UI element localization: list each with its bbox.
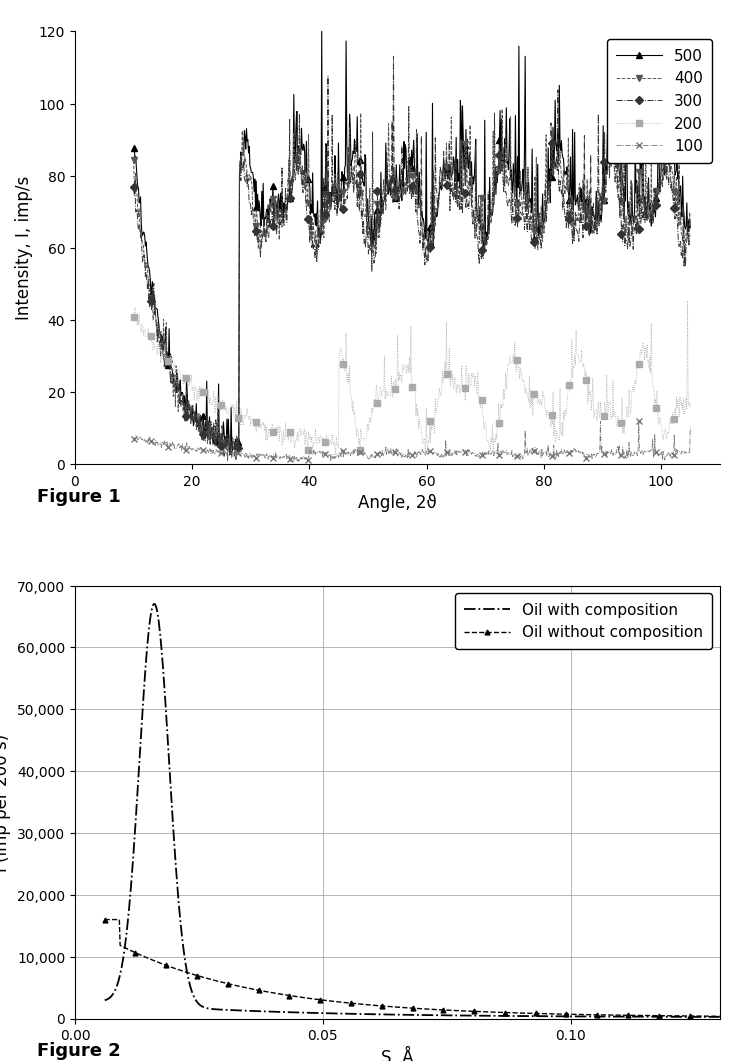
500	[552, 139, 561, 152]
500	[317, 25, 326, 38]
200	[452, 382, 461, 395]
Oil with composition	[458, 1009, 467, 1022]
300	[485, 210, 494, 223]
Y-axis label: Intensity, I, imp/s: Intensity, I, imp/s	[15, 176, 33, 320]
Oil without composition	[100, 914, 109, 926]
400	[685, 219, 694, 231]
200	[467, 371, 476, 384]
500	[685, 222, 694, 234]
100	[452, 446, 461, 458]
100	[129, 433, 138, 446]
500	[610, 146, 619, 159]
Oil without composition	[629, 1009, 638, 1022]
Oil without composition	[566, 1008, 575, 1021]
100	[595, 415, 604, 428]
200	[685, 401, 694, 414]
Y-axis label: I (imp per 200 s): I (imp per 200 s)	[0, 733, 11, 871]
Legend: 500, 400, 300, 200, 100: 500, 400, 300, 200, 100	[606, 39, 712, 163]
100	[484, 445, 493, 457]
300	[552, 164, 561, 177]
Line: 400: 400	[130, 92, 693, 464]
400	[163, 361, 172, 373]
Oil with composition	[100, 994, 109, 1007]
300	[163, 360, 172, 372]
Oil without composition	[473, 1005, 482, 1017]
400	[231, 454, 240, 467]
Oil with composition	[630, 1010, 639, 1023]
500	[129, 142, 138, 155]
500	[163, 349, 172, 362]
400	[129, 155, 138, 168]
Oil with composition	[715, 1010, 724, 1023]
100	[551, 443, 560, 456]
200	[551, 424, 560, 437]
300	[468, 218, 477, 230]
400	[452, 198, 461, 211]
X-axis label: S, Å: S, Å	[380, 1048, 413, 1061]
100	[610, 447, 619, 459]
400	[607, 89, 616, 102]
500	[468, 171, 477, 184]
Line: 300: 300	[130, 54, 693, 462]
400	[467, 170, 476, 182]
Legend: Oil with composition, Oil without composition: Oil with composition, Oil without compos…	[454, 593, 712, 649]
Line: Oil without composition: Oil without composition	[102, 917, 721, 1019]
500	[453, 175, 462, 188]
200	[163, 351, 172, 364]
Line: 500: 500	[130, 29, 693, 457]
100	[163, 440, 172, 453]
200	[484, 438, 493, 451]
Oil with composition	[474, 1009, 483, 1022]
400	[610, 158, 619, 171]
200	[609, 411, 618, 423]
Oil without composition	[491, 1006, 500, 1019]
Oil with composition	[138, 707, 147, 719]
Oil with composition	[567, 1010, 576, 1023]
200	[421, 450, 430, 463]
Line: 100: 100	[130, 418, 693, 466]
300	[685, 230, 694, 243]
200	[682, 295, 691, 308]
Oil without composition	[457, 1005, 466, 1017]
500	[225, 449, 234, 462]
Oil without composition	[138, 950, 147, 962]
300	[610, 163, 619, 176]
300	[227, 452, 236, 465]
300	[129, 181, 138, 194]
100	[286, 456, 295, 469]
300	[453, 189, 462, 202]
500	[485, 171, 494, 184]
Line: Oil with composition: Oil with composition	[105, 604, 719, 1016]
300	[389, 50, 398, 63]
Oil with composition	[492, 1009, 501, 1022]
Line: 200: 200	[130, 298, 693, 459]
100	[685, 420, 694, 433]
Text: Figure 1: Figure 1	[37, 488, 121, 506]
400	[484, 222, 493, 234]
200	[129, 311, 138, 324]
X-axis label: Angle, 2ϑ: Angle, 2ϑ	[357, 493, 437, 511]
400	[551, 152, 560, 164]
Oil without composition	[715, 1010, 724, 1023]
100	[467, 447, 476, 459]
Oil with composition	[149, 597, 158, 610]
Text: Figure 2: Figure 2	[37, 1042, 121, 1060]
